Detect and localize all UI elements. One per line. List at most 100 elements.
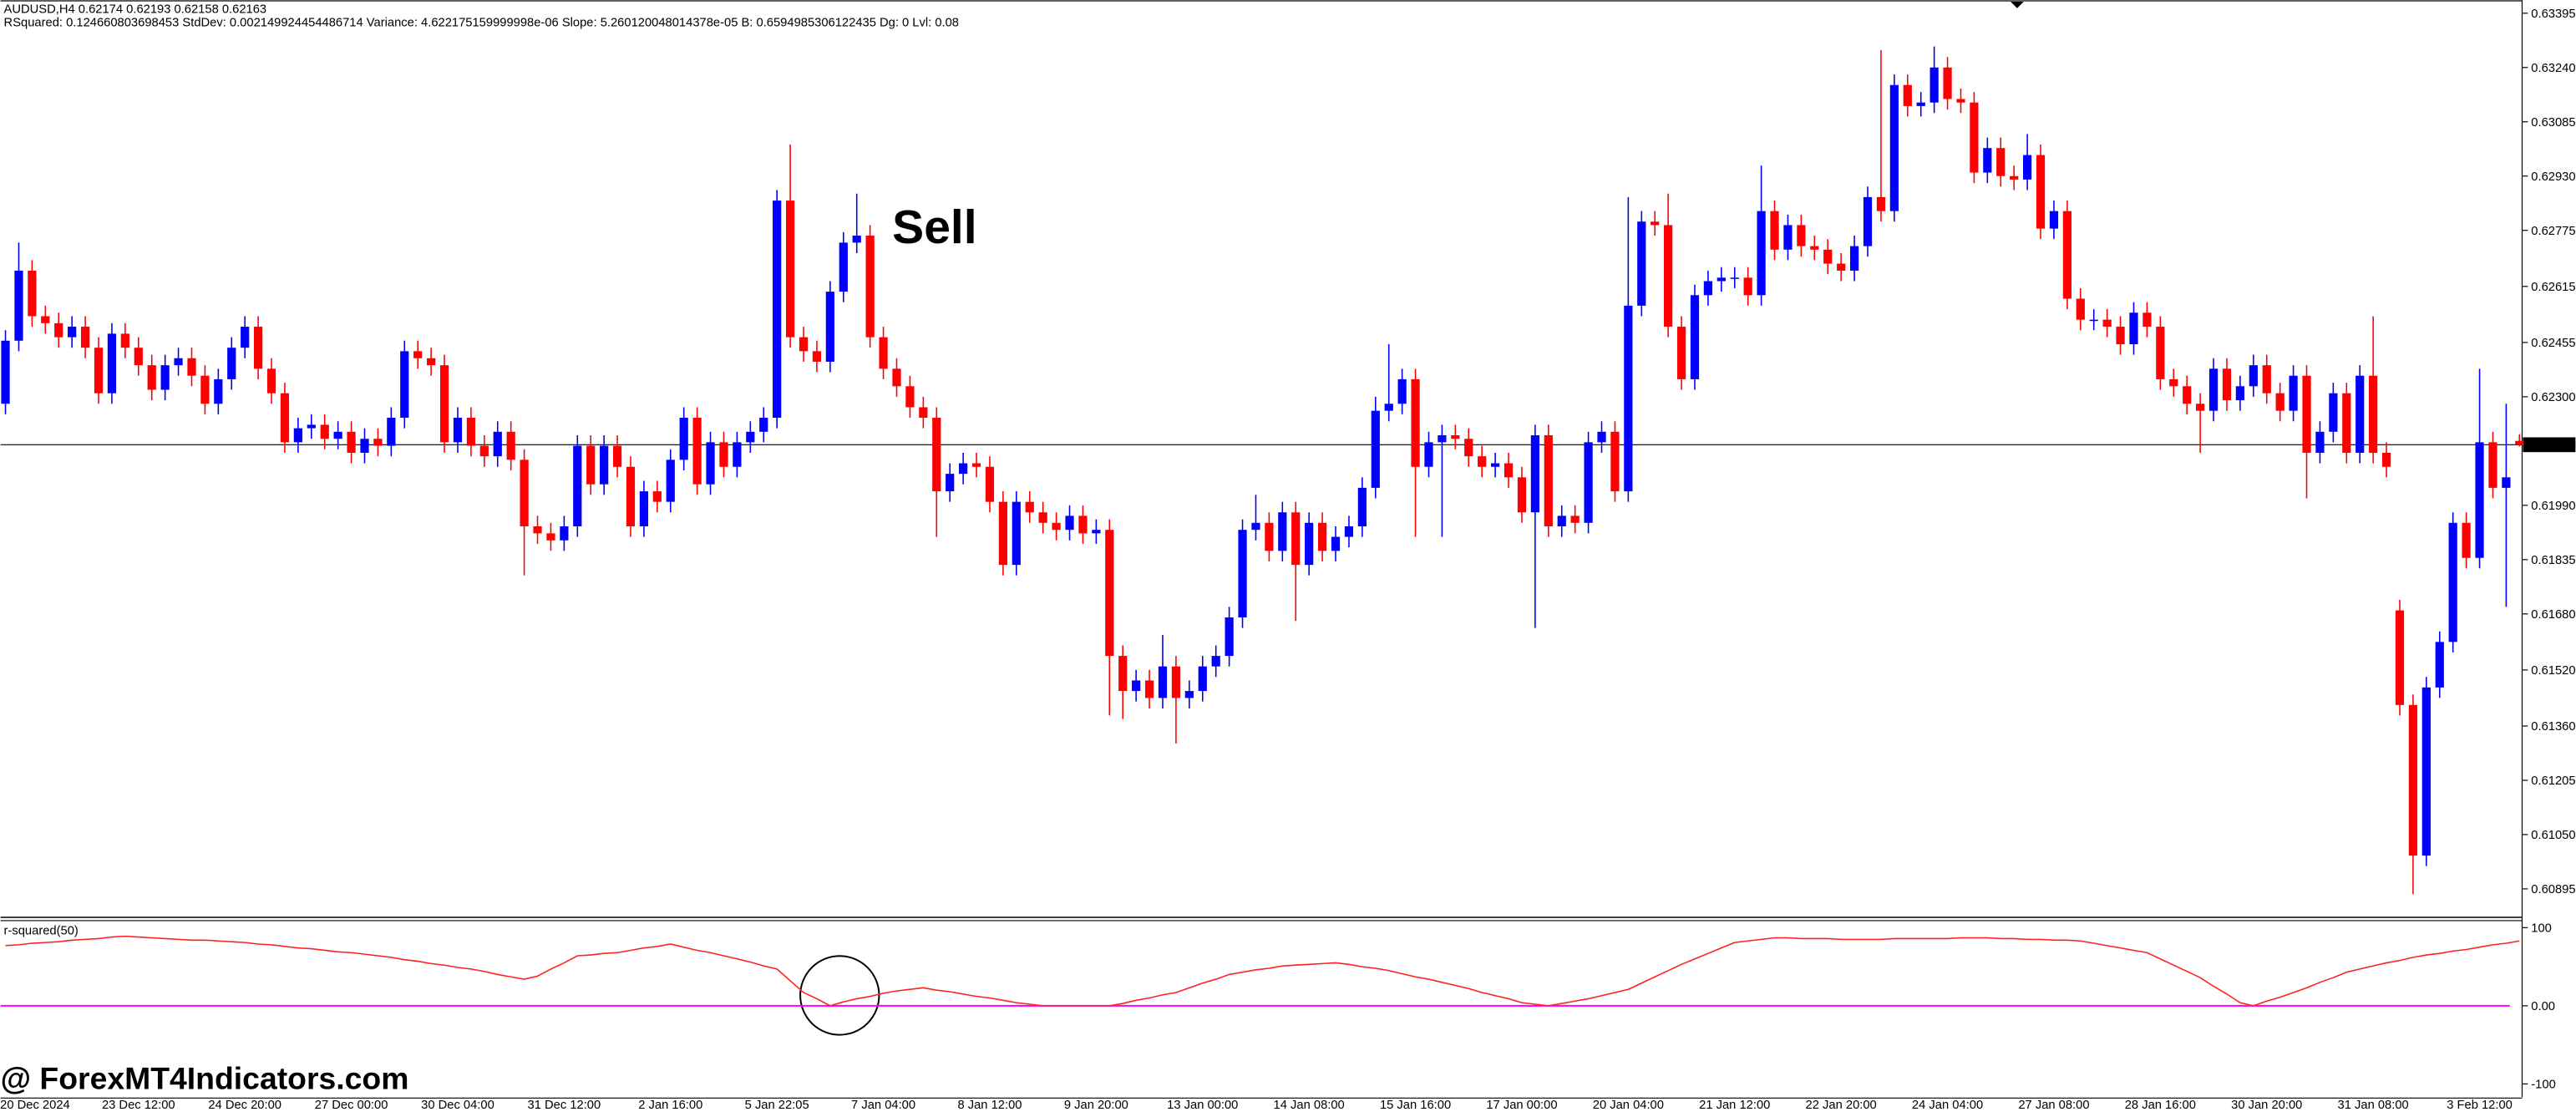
candle-body [2169,378,2178,387]
candle-body [812,351,822,362]
candle-body [1105,530,1114,657]
candle-body [1251,522,1260,531]
candle-body [1876,196,1886,211]
candle-body [1384,404,1393,411]
candle-body [2036,155,2046,229]
candle-body [373,439,383,446]
x-tick-label: 13 Jan 00:00 [1167,1099,1238,1112]
candle-body [1651,221,1660,226]
current-price-box [2523,437,2576,453]
candle-body [1411,378,1420,467]
candle-body [1544,434,1553,527]
candle-body [971,463,981,467]
candle-body [1903,84,1912,106]
candle-body [466,418,476,446]
candle-body [1438,434,1447,443]
y-tick-label: 0.62455 [2531,337,2575,350]
candle-body [2183,386,2192,404]
candle-body [639,491,649,527]
x-tick-label: 8 Jan 12:00 [957,1099,1022,1112]
candle-body [1943,67,1952,99]
candle-body [2408,704,2418,856]
x-tick-label: 3 Feb 12:00 [2447,1099,2513,1112]
candle-body [2102,319,2112,328]
candle-body [266,368,276,394]
candle-body [1624,305,1633,492]
y-tick-label: 0.61990 [2531,500,2575,513]
x-tick-label: 2 Jan 16:00 [638,1099,702,1112]
x-tick-label: 24 Dec 20:00 [208,1099,281,1112]
candle-body [293,428,302,443]
candle-body [852,236,861,243]
y-tick-label: 0.61205 [2531,774,2575,788]
candle-body [1464,439,1473,457]
candle-body [1996,148,2006,176]
candle-body [1278,512,1287,551]
candle-body [1597,431,1606,443]
candle-body [1970,102,1979,173]
candle-body [905,386,915,408]
candle-body [2116,327,2125,344]
candle-body [1716,277,1726,282]
annotation: Sell [892,201,976,254]
candle-body [919,407,928,419]
candle-body [1491,463,1500,467]
candle-body [2049,211,2059,229]
candle-body [1,340,10,404]
candle-body [2475,442,2484,558]
candle-body [2062,211,2071,299]
candle-body [1863,196,1873,246]
candle-body [2010,175,2019,180]
x-tick-label: 28 Jan 16:00 [2125,1099,2196,1112]
candle-body [1184,691,1194,698]
candle-body [1265,522,1274,551]
candle-body [2395,610,2405,705]
candle-body [1291,512,1301,566]
candle-body [1211,656,1220,667]
candle-body [453,418,463,443]
candle-body [2235,386,2245,401]
candle-body [652,491,662,502]
candle-body [1025,501,1034,513]
candle-body [120,333,129,348]
candle-body [68,327,77,338]
candle-body [413,351,423,358]
candle-body [493,431,502,457]
highlight-circle [799,955,880,1036]
candle-body [2249,365,2258,387]
candle-body [427,358,436,366]
y-tick-label: 0.62775 [2531,225,2575,238]
candle-body [785,201,795,338]
candle-body [746,431,755,443]
candle-body [1344,526,1354,537]
candle-body [1451,434,1460,439]
x-tick-label: 15 Jan 16:00 [1380,1099,1451,1112]
candle-body [2275,393,2284,411]
y-tick-label: 0.61360 [2531,720,2575,734]
candle-body [2089,319,2098,322]
x-tick-label: 31 Dec 12:00 [528,1099,601,1112]
candle-body [892,368,901,387]
y-tick-label: 0.61520 [2531,664,2575,678]
candle-body [612,445,622,467]
candle-body [2076,298,2085,320]
candle-body [1584,442,1593,523]
candle-body [946,474,955,492]
candle-body [1397,378,1407,404]
candle-body [2302,375,2311,453]
x-tick-label: 9 Jan 20:00 [1064,1099,1128,1112]
candle-body [839,242,848,292]
candle-body [333,431,342,439]
candle-body [200,375,210,404]
candle-body [1797,225,1806,246]
x-tick-label: 27 Dec 00:00 [315,1099,388,1112]
candle-body [2156,327,2165,379]
x-tick-label: 30 Dec 04:00 [421,1099,494,1112]
x-tick-label: 17 Jan 00:00 [1486,1099,1557,1112]
y-tick-label: 0.63240 [2531,62,2575,75]
candle-body [998,501,1008,566]
candle-body [2462,522,2471,558]
candle-body [759,418,768,432]
